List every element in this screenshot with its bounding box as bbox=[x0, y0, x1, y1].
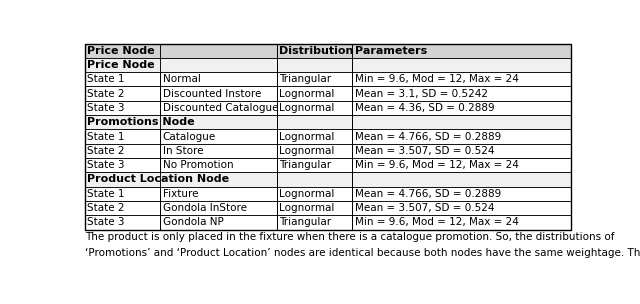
Text: State 2: State 2 bbox=[88, 203, 125, 213]
Bar bbox=[85, 130, 160, 144]
Bar bbox=[160, 201, 277, 215]
Text: ‘Promotions’ and ‘Product Location’ nodes are identical because both nodes have : ‘Promotions’ and ‘Product Location’ node… bbox=[85, 248, 640, 258]
Text: Price Node: Price Node bbox=[88, 46, 155, 56]
Bar bbox=[85, 86, 160, 101]
Bar bbox=[352, 43, 571, 58]
Bar bbox=[352, 72, 571, 86]
Bar bbox=[277, 215, 352, 230]
Text: State 3: State 3 bbox=[88, 217, 125, 227]
Text: State 1: State 1 bbox=[88, 74, 125, 84]
Text: State 3: State 3 bbox=[88, 103, 125, 113]
Bar bbox=[352, 101, 571, 115]
Text: State 1: State 1 bbox=[88, 189, 125, 199]
Bar bbox=[277, 58, 352, 72]
Text: Mean = 4.766, SD = 0.2889: Mean = 4.766, SD = 0.2889 bbox=[355, 189, 501, 199]
Bar bbox=[160, 158, 277, 172]
Bar bbox=[85, 201, 160, 215]
Bar bbox=[352, 187, 571, 201]
Bar bbox=[160, 86, 277, 101]
Text: Mean = 4.766, SD = 0.2889: Mean = 4.766, SD = 0.2889 bbox=[355, 132, 501, 142]
Bar bbox=[352, 201, 571, 215]
Text: Mean = 4.36, SD = 0.2889: Mean = 4.36, SD = 0.2889 bbox=[355, 103, 495, 113]
Bar bbox=[85, 58, 160, 72]
Bar bbox=[160, 43, 277, 58]
Text: Gondola NP: Gondola NP bbox=[163, 217, 223, 227]
Bar bbox=[160, 101, 277, 115]
Text: State 2: State 2 bbox=[88, 88, 125, 98]
Bar bbox=[160, 144, 277, 158]
Text: State 1: State 1 bbox=[88, 132, 125, 142]
Bar bbox=[352, 86, 571, 101]
Bar bbox=[85, 187, 160, 201]
Bar bbox=[85, 115, 160, 130]
Bar bbox=[160, 130, 277, 144]
Text: Promotions Node: Promotions Node bbox=[88, 117, 195, 127]
Text: State 2: State 2 bbox=[88, 146, 125, 156]
Bar bbox=[85, 172, 160, 187]
Text: Product Location Node: Product Location Node bbox=[88, 174, 230, 185]
Bar bbox=[352, 144, 571, 158]
Text: Mean = 3.507, SD = 0.524: Mean = 3.507, SD = 0.524 bbox=[355, 146, 494, 156]
Bar bbox=[352, 172, 571, 187]
Text: Lognormal: Lognormal bbox=[280, 146, 335, 156]
Bar bbox=[160, 72, 277, 86]
Text: Lognormal: Lognormal bbox=[280, 103, 335, 113]
Text: Lognormal: Lognormal bbox=[280, 203, 335, 213]
Bar bbox=[85, 43, 160, 58]
Bar bbox=[277, 72, 352, 86]
Bar bbox=[277, 43, 352, 58]
Text: Parameters: Parameters bbox=[355, 46, 427, 56]
Bar bbox=[85, 43, 571, 230]
Text: State 3: State 3 bbox=[88, 160, 125, 170]
Text: Mean = 3.507, SD = 0.524: Mean = 3.507, SD = 0.524 bbox=[355, 203, 494, 213]
Text: Lognormal: Lognormal bbox=[280, 132, 335, 142]
Bar bbox=[277, 187, 352, 201]
Text: Discounted Instore: Discounted Instore bbox=[163, 88, 261, 98]
Bar bbox=[277, 172, 352, 187]
Text: Price Node: Price Node bbox=[88, 60, 155, 70]
Text: The product is only placed in the fixture when there is a catalogue promotion. S: The product is only placed in the fixtur… bbox=[85, 232, 614, 242]
Bar bbox=[160, 58, 277, 72]
Bar bbox=[160, 187, 277, 201]
Text: Normal: Normal bbox=[163, 74, 201, 84]
Text: Triangular: Triangular bbox=[280, 160, 332, 170]
Text: Min = 9.6, Mod = 12, Max = 24: Min = 9.6, Mod = 12, Max = 24 bbox=[355, 217, 518, 227]
Bar bbox=[277, 130, 352, 144]
Text: No Promotion: No Promotion bbox=[163, 160, 234, 170]
Text: Distribution: Distribution bbox=[280, 46, 354, 56]
Bar bbox=[352, 158, 571, 172]
Bar bbox=[277, 201, 352, 215]
Bar bbox=[277, 144, 352, 158]
Text: In Store: In Store bbox=[163, 146, 204, 156]
Bar bbox=[277, 115, 352, 130]
Bar bbox=[160, 115, 277, 130]
Bar bbox=[352, 215, 571, 230]
Text: Fixture: Fixture bbox=[163, 189, 198, 199]
Text: Gondola InStore: Gondola InStore bbox=[163, 203, 247, 213]
Text: Discounted Catalogue: Discounted Catalogue bbox=[163, 103, 278, 113]
Bar bbox=[160, 172, 277, 187]
Bar bbox=[352, 130, 571, 144]
Text: Mean = 3.1, SD = 0.5242: Mean = 3.1, SD = 0.5242 bbox=[355, 88, 488, 98]
Text: Triangular: Triangular bbox=[280, 217, 332, 227]
Text: Lognormal: Lognormal bbox=[280, 189, 335, 199]
Text: Triangular: Triangular bbox=[280, 74, 332, 84]
Text: Min = 9.6, Mod = 12, Max = 24: Min = 9.6, Mod = 12, Max = 24 bbox=[355, 160, 518, 170]
Bar bbox=[85, 144, 160, 158]
Text: Min = 9.6, Mod = 12, Max = 24: Min = 9.6, Mod = 12, Max = 24 bbox=[355, 74, 518, 84]
Bar bbox=[352, 115, 571, 130]
Text: Lognormal: Lognormal bbox=[280, 88, 335, 98]
Text: Catalogue: Catalogue bbox=[163, 132, 216, 142]
Bar bbox=[160, 215, 277, 230]
Bar bbox=[352, 58, 571, 72]
Bar bbox=[277, 101, 352, 115]
Bar bbox=[85, 215, 160, 230]
Bar bbox=[85, 101, 160, 115]
Bar bbox=[85, 72, 160, 86]
Bar bbox=[277, 158, 352, 172]
Bar bbox=[277, 86, 352, 101]
Bar bbox=[85, 158, 160, 172]
